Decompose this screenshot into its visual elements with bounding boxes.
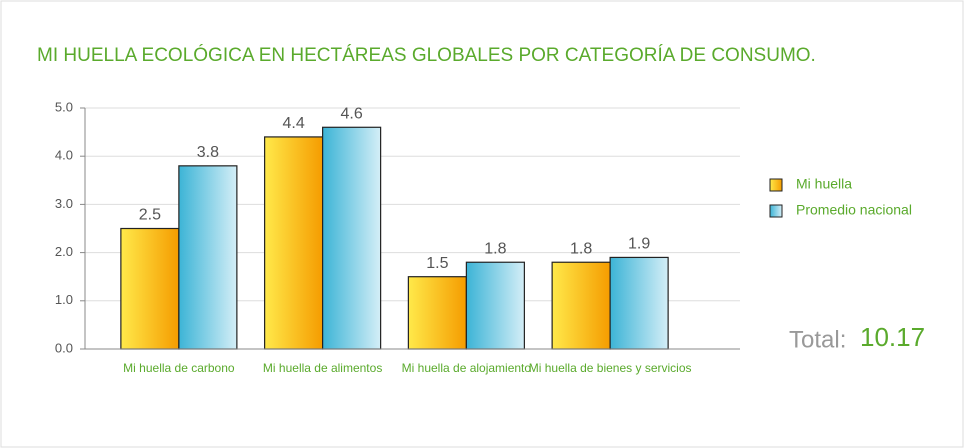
bar xyxy=(120,227,180,350)
x-tick-label: Mi huella de carbono xyxy=(123,361,235,375)
x-tick-label: Mi huella de alimentos xyxy=(263,361,382,375)
legend-swatch xyxy=(769,204,783,218)
y-tick-label: 0.0 xyxy=(55,340,73,355)
x-tick-label: Mi huella de alojamiento xyxy=(402,361,532,375)
y-tick-label: 4.0 xyxy=(55,148,73,163)
data-label: 1.5 xyxy=(426,255,448,272)
bar xyxy=(178,165,238,350)
data-label: 1.9 xyxy=(628,236,650,253)
legend-swatch xyxy=(769,178,783,192)
y-tick-label: 2.0 xyxy=(55,244,73,259)
bar xyxy=(465,261,525,350)
bar xyxy=(264,136,324,350)
data-label: 3.8 xyxy=(197,144,219,161)
y-tick-label: 1.0 xyxy=(55,292,73,307)
data-label: 4.4 xyxy=(283,115,305,132)
bar xyxy=(609,256,669,350)
bar xyxy=(551,261,611,350)
data-label: 4.6 xyxy=(341,105,363,122)
chart-title: MI HUELLA ECOLÓGICA EN HECTÁREAS GLOBALE… xyxy=(37,44,816,66)
total-label: Total: xyxy=(789,326,846,353)
y-tick-label: 5.0 xyxy=(55,99,73,114)
data-label: 1.8 xyxy=(484,240,506,257)
x-tick-label: Mi huella de bienes y servicios xyxy=(529,361,692,375)
legend-label: Promedio nacional xyxy=(796,202,912,218)
legend-label: Mi huella xyxy=(796,176,852,192)
y-tick-label: 3.0 xyxy=(55,196,73,211)
bar xyxy=(322,126,382,350)
bar xyxy=(407,276,467,350)
data-label: 2.5 xyxy=(139,207,161,224)
data-label: 1.8 xyxy=(570,240,592,257)
total-value: 10.17 xyxy=(860,322,925,352)
